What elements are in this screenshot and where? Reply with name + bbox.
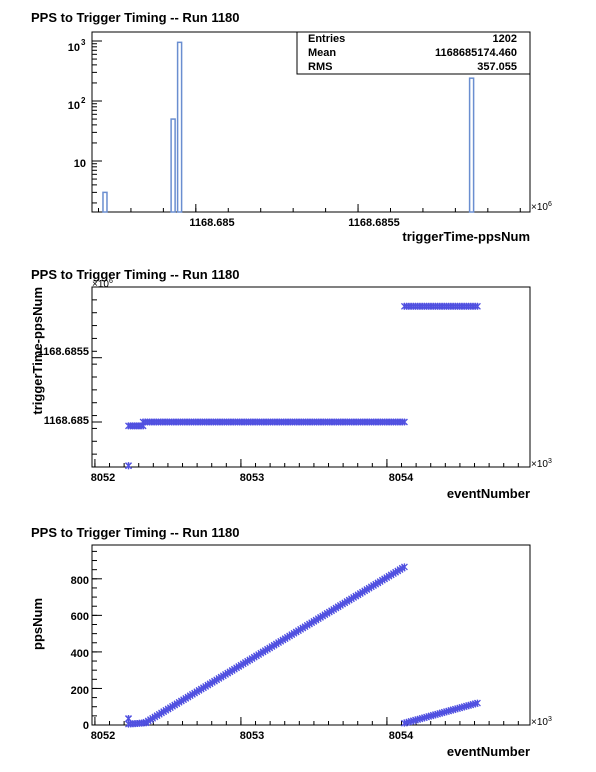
- panel3-ytick-label: 200: [71, 685, 89, 697]
- panel-histogram: PPS to Trigger Timing -- Run 1180 10 10 …: [31, 10, 552, 244]
- panel3-ytick-label: 800: [71, 575, 89, 587]
- scatter-point: [473, 699, 481, 707]
- stats-box: Entries 1202 Mean 1168685174.460 RMS 357…: [296, 31, 531, 75]
- panel3-marks: [92, 550, 519, 728]
- panel2-y-axis-label: triggerTime-ppsNum: [30, 287, 45, 415]
- panel3-title: PPS to Trigger Timing -- Run 1180: [31, 525, 240, 540]
- panel1-ytick-exponent: 2: [81, 96, 86, 105]
- scatter-point: [125, 462, 132, 470]
- panel3-xtick-label: 8052: [91, 730, 115, 742]
- histogram-bin: [102, 191, 108, 213]
- stats-rms-label: RMS: [308, 61, 332, 73]
- panel1-title: PPS to Trigger Timing -- Run 1180: [31, 10, 240, 25]
- panel3-xtick-label: 8053: [240, 730, 264, 742]
- panel2-xtick-label: 8052: [91, 472, 115, 484]
- panel-ppsnum-vs-event: PPS to Trigger Timing -- Run 1180 0 200 …: [30, 525, 552, 759]
- panel1-xtick-label: 1168.685: [189, 217, 234, 229]
- histogram-bin: [468, 77, 475, 213]
- panel2-x-axis-label: eventNumber: [447, 486, 530, 501]
- stats-mean-label: Mean: [308, 47, 336, 59]
- panel3-ytick-label: 600: [71, 611, 89, 623]
- panel2-ytick-label: 1168.6855: [38, 346, 89, 358]
- panel2-title: PPS to Trigger Timing -- Run 1180: [31, 267, 240, 282]
- panel2-xtick-label: 8053: [240, 472, 264, 484]
- histogram-bin: [176, 41, 183, 213]
- stats-box-frame: [296, 31, 531, 75]
- panel2-xtick-label: 8054: [389, 472, 414, 484]
- panel2-x-ticks: 8052 8053 8054: [91, 472, 414, 484]
- panel1-x-multiplier: ×106: [531, 201, 552, 213]
- panel3-x-axis-label: eventNumber: [447, 744, 530, 759]
- panel2-x-multiplier: ×103: [531, 458, 552, 470]
- histogram-bin: [170, 118, 176, 213]
- panel1-ytick-label: 10: [68, 100, 80, 112]
- panel3-x-multiplier: ×103: [531, 716, 552, 728]
- panel1-y-ticks: 10 10 2 10 3: [68, 38, 86, 170]
- panel2-marks: [92, 286, 519, 470]
- panel2-ytick-label: 1168.685: [44, 415, 89, 427]
- scatter-point: [473, 302, 481, 310]
- panel1-x-axis-label: triggerTime-ppsNum: [402, 229, 530, 244]
- panel1-xtick-label: 1168.6855: [348, 217, 399, 229]
- panel1-x-ticks: 1168.685 1168.6855: [189, 217, 399, 229]
- scatter-point: [400, 418, 408, 426]
- scatter-point: [400, 563, 408, 571]
- panel2-y-ticks: 1168.685 1168.6855: [38, 346, 89, 427]
- panel3-y-axis-label: ppsNum: [30, 598, 45, 650]
- panel1-ytick-label: 10: [68, 42, 80, 54]
- panel3-y-ticks: 0 200 400 600 800: [71, 575, 89, 732]
- panel3-ytick-label: 400: [71, 648, 89, 660]
- stats-entries-label: Entries: [308, 33, 345, 45]
- stats-rms-value: 357.055: [477, 61, 517, 73]
- stats-mean-value: 1168685174.460: [435, 47, 517, 59]
- panel2-y-multiplier: ×106: [92, 278, 113, 290]
- panel-trigger-vs-event: PPS to Trigger Timing -- Run 1180 ×106 1…: [30, 267, 552, 501]
- panel3-x-ticks: 8052 8053 8054: [91, 730, 414, 742]
- panel3-frame: [91, 544, 531, 726]
- panel1-ytick-label: 10: [74, 158, 86, 170]
- panel1-marks: [92, 40, 521, 213]
- panel3-ytick-label: 0: [83, 720, 89, 732]
- panel3-xtick-label: 8054: [389, 730, 414, 742]
- stats-entries-value: 1202: [493, 33, 517, 45]
- panel1-ytick-exponent: 3: [81, 38, 86, 47]
